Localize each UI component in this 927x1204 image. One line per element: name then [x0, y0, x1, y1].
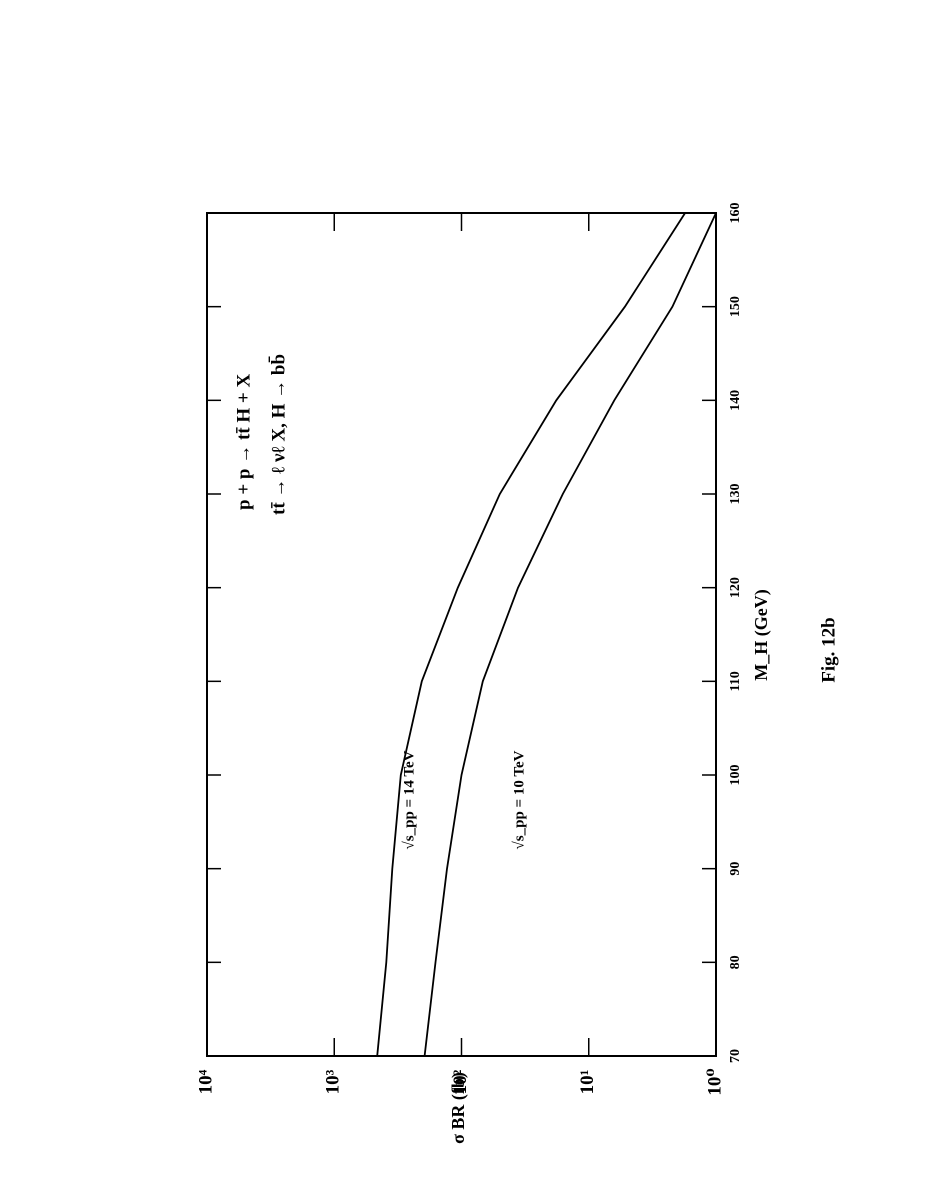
y-tick-label: 10³	[323, 1069, 344, 1094]
x-tick-label: 160	[728, 203, 743, 224]
curve-label: √s_pp = 10 TeV	[511, 750, 527, 849]
x-tick-label: 80	[728, 955, 743, 969]
x-tick-label: 130	[728, 484, 743, 505]
title-line: tt̄ → ℓ νℓ X, H → bb̄	[268, 354, 290, 515]
y-tick-label: 10²	[450, 1069, 471, 1094]
x-tick-label: 120	[728, 577, 743, 598]
plot-frame	[206, 212, 717, 1057]
x-axis-label: M_H (GeV)	[751, 589, 772, 680]
x-tick-label: 150	[728, 296, 743, 317]
y-axis-label: σ BR (fb)	[448, 1072, 469, 1144]
x-tick-label: 140	[728, 390, 743, 411]
title-line: p + p → tt̄ H + X	[233, 374, 254, 510]
y-tick-label: 10⁴	[195, 1069, 216, 1094]
curve-label: √s_pp = 14 TeV	[401, 750, 417, 849]
x-tick-label: 100	[728, 765, 743, 786]
x-tick-label: 70	[728, 1049, 743, 1063]
series-line	[423, 212, 717, 1057]
y-tick-label: 10⁰	[704, 1068, 725, 1095]
caption: Fig. 12b	[818, 617, 839, 682]
y-tick-label: 10¹	[577, 1070, 598, 1095]
series-line	[376, 212, 686, 1057]
x-tick-label: 110	[728, 671, 743, 691]
x-tick-label: 90	[728, 862, 743, 876]
rotated-plot: p + p → tt̄ H + X tt̄ → ℓ νℓ X, H → bb̄ …	[195, 203, 839, 1144]
